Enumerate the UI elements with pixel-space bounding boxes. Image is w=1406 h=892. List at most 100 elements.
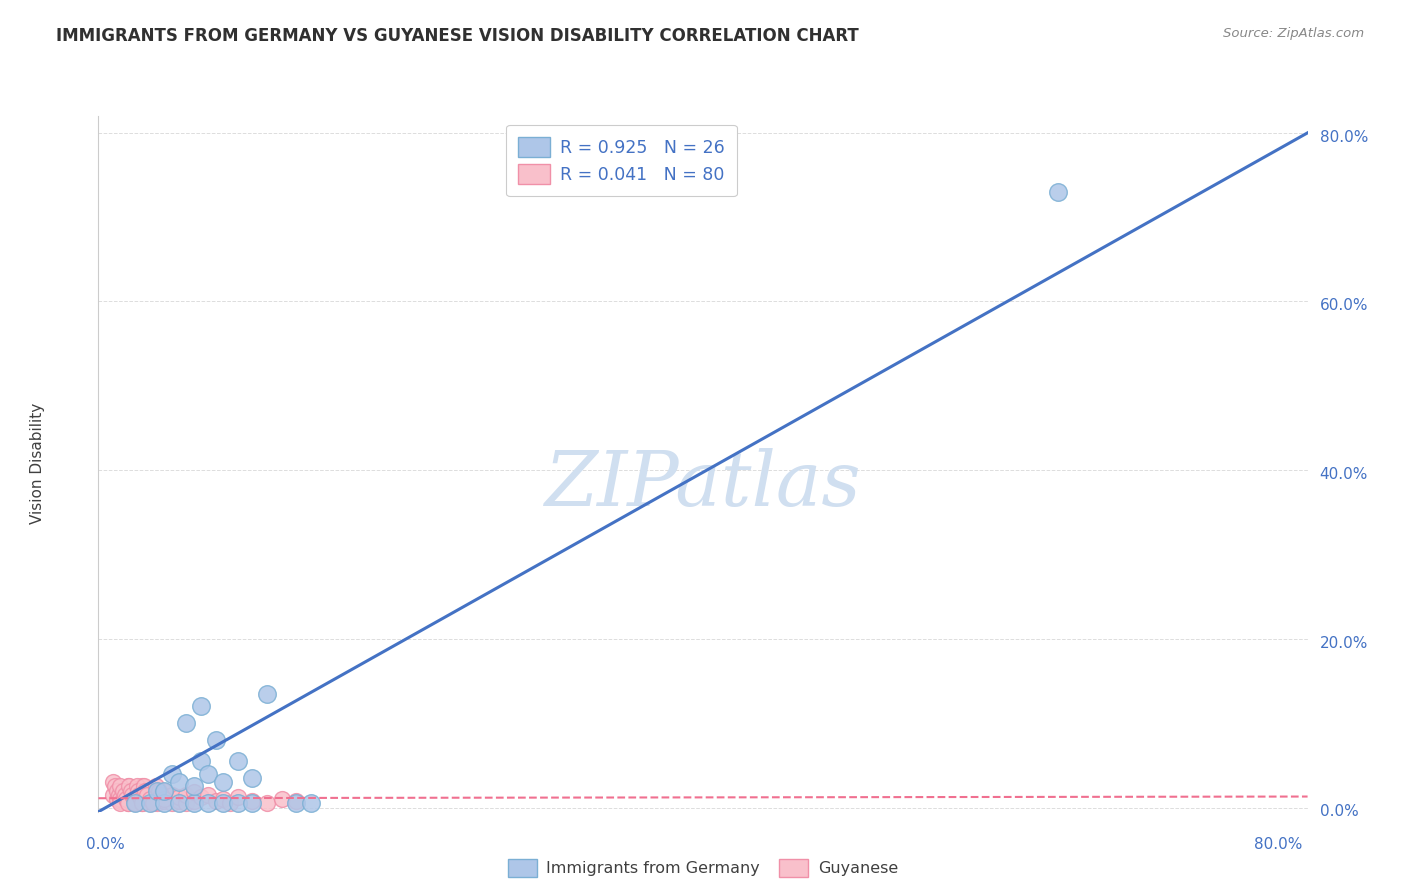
- Point: [101, 775, 124, 789]
- Text: Vision Disability: Vision Disability: [31, 403, 45, 524]
- Point: [176, 797, 198, 811]
- Point: [107, 792, 129, 806]
- Text: 0.0%: 0.0%: [86, 837, 125, 852]
- Text: ZIPatlas: ZIPatlas: [544, 448, 862, 522]
- Point: [240, 797, 263, 811]
- Point: [112, 790, 135, 805]
- Text: 80.0%: 80.0%: [1254, 837, 1302, 852]
- Text: 80.0%: 80.0%: [1320, 129, 1368, 145]
- Point: [134, 783, 156, 797]
- Point: [110, 794, 132, 808]
- Point: [240, 771, 263, 785]
- Point: [125, 780, 148, 794]
- Point: [142, 797, 165, 811]
- Point: [121, 790, 143, 805]
- Point: [1047, 185, 1070, 199]
- Point: [146, 788, 169, 802]
- Point: [167, 794, 190, 808]
- Point: [183, 780, 205, 794]
- Point: [122, 792, 145, 806]
- Point: [127, 783, 149, 797]
- Point: [153, 792, 176, 806]
- Point: [114, 788, 136, 802]
- Point: [240, 794, 263, 808]
- Point: [115, 792, 138, 806]
- Point: [176, 716, 198, 731]
- Point: [110, 792, 132, 806]
- Point: [160, 797, 183, 811]
- Point: [197, 797, 219, 811]
- Point: [212, 797, 235, 811]
- Text: 20.0%: 20.0%: [1320, 636, 1368, 650]
- Point: [197, 766, 219, 780]
- Text: 40.0%: 40.0%: [1320, 467, 1368, 482]
- Point: [117, 794, 139, 808]
- Point: [153, 783, 176, 797]
- Point: [285, 794, 308, 808]
- Legend: Immigrants from Germany, Guyanese: Immigrants from Germany, Guyanese: [502, 853, 904, 884]
- Point: [124, 797, 146, 811]
- Point: [256, 797, 278, 811]
- Point: [131, 788, 153, 802]
- Point: [138, 785, 160, 799]
- Point: [128, 788, 150, 802]
- Point: [153, 794, 176, 808]
- Point: [138, 794, 160, 808]
- Point: [110, 797, 132, 811]
- Point: [167, 797, 190, 811]
- Point: [153, 790, 176, 805]
- Point: [197, 788, 219, 802]
- Point: [121, 788, 143, 802]
- Point: [190, 699, 212, 714]
- Point: [117, 797, 139, 811]
- Point: [117, 788, 139, 802]
- Point: [103, 780, 125, 794]
- Point: [101, 788, 124, 802]
- Point: [131, 792, 153, 806]
- Point: [129, 792, 152, 806]
- Point: [183, 794, 205, 808]
- Point: [138, 797, 160, 811]
- Point: [190, 790, 212, 805]
- Point: [124, 792, 146, 806]
- Point: [226, 754, 249, 768]
- Point: [135, 788, 157, 802]
- Point: [146, 783, 169, 797]
- Point: [131, 780, 153, 794]
- Point: [127, 790, 149, 805]
- Point: [160, 766, 183, 780]
- Point: [118, 780, 141, 794]
- Point: [117, 797, 139, 811]
- Point: [183, 797, 205, 811]
- Point: [138, 792, 160, 806]
- Point: [212, 775, 235, 789]
- Point: [146, 792, 169, 806]
- Point: [138, 790, 160, 805]
- Point: [131, 797, 153, 811]
- Point: [226, 797, 249, 811]
- Point: [204, 794, 226, 808]
- Point: [256, 687, 278, 701]
- Point: [117, 792, 139, 806]
- Point: [121, 785, 143, 799]
- Point: [167, 790, 190, 805]
- Text: IMMIGRANTS FROM GERMANY VS GUYANESE VISION DISABILITY CORRELATION CHART: IMMIGRANTS FROM GERMANY VS GUYANESE VISI…: [56, 27, 859, 45]
- Point: [176, 788, 198, 802]
- Point: [108, 788, 131, 802]
- Point: [120, 783, 142, 797]
- Point: [270, 792, 292, 806]
- Point: [148, 783, 170, 797]
- Point: [107, 783, 129, 797]
- Point: [145, 780, 167, 794]
- Point: [226, 790, 249, 805]
- Point: [110, 780, 132, 794]
- Point: [212, 792, 235, 806]
- Point: [204, 733, 226, 747]
- Text: 0.0%: 0.0%: [1320, 805, 1358, 819]
- Point: [112, 783, 135, 797]
- Point: [110, 788, 132, 802]
- Point: [124, 797, 146, 811]
- Point: [146, 797, 169, 811]
- Point: [160, 788, 183, 802]
- Text: Source: ZipAtlas.com: Source: ZipAtlas.com: [1223, 27, 1364, 40]
